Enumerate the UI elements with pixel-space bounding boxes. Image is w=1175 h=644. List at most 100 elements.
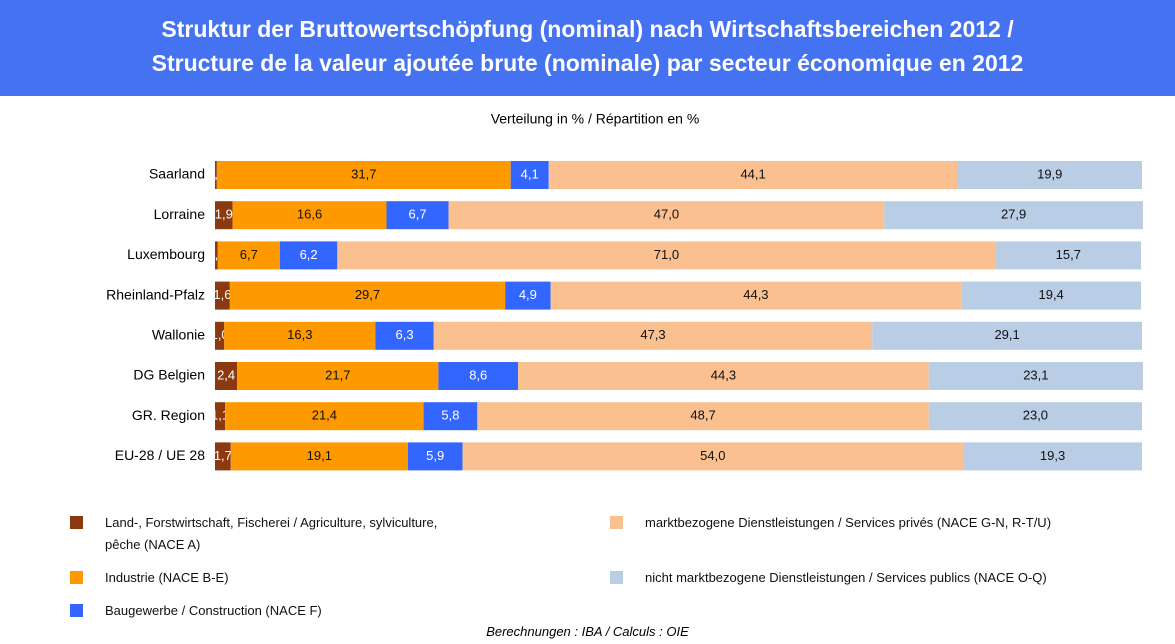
bar-segment (215, 201, 233, 230)
title: Structure de la valeur ajoutée brute (no… (151, 50, 1024, 76)
bar-segment (215, 442, 231, 471)
bar-segment (217, 241, 280, 270)
value-label: 6,3 (396, 327, 414, 342)
value-label: 47,3 (640, 327, 665, 342)
bar-segment (215, 161, 217, 189)
bar-segment (550, 281, 962, 310)
category-label: Rheinland-Pfalz (106, 286, 205, 302)
value-label: 44,3 (711, 367, 736, 382)
category-label: Wallonie (152, 327, 205, 343)
bar-segment (963, 442, 1142, 471)
value-label: 19,3 (1040, 448, 1065, 463)
category-label: GR. Region (132, 407, 205, 423)
value-label: 44,1 (740, 166, 765, 181)
value-label: 47,0 (654, 207, 679, 222)
bar-segment (215, 402, 226, 431)
legend-label: nicht marktbezogene Dienstleistungen / S… (645, 570, 1047, 585)
category-label: EU-28 / UE 28 (115, 447, 205, 463)
value-label: 4,1 (521, 166, 539, 181)
subtitle: Verteilung in % / Répartition en % (491, 111, 700, 127)
bar-segment (477, 402, 929, 431)
value-label: 1,0 (211, 327, 229, 342)
category-label: Lorraine (154, 206, 206, 222)
bar-segment (957, 161, 1142, 189)
bar-segment (386, 201, 449, 230)
bar-segment (462, 442, 964, 471)
bar-segment (505, 281, 551, 310)
bar-segment (215, 241, 218, 270)
value-label: 54,0 (700, 448, 725, 463)
value-label: 21,4 (312, 408, 337, 423)
bar-segment (448, 201, 885, 230)
legend-swatch (70, 516, 83, 529)
bar-segment (407, 442, 463, 471)
bar-segment (215, 321, 225, 350)
value-label: 1,6 (213, 287, 231, 302)
bar-segment (224, 321, 376, 350)
legend-swatch (70, 604, 83, 617)
bar-segment (423, 402, 478, 431)
legend-label: Industrie (NACE B-E) (105, 570, 229, 585)
legend-swatch (610, 571, 623, 584)
value-label: 4,9 (519, 287, 537, 302)
category-label: Saarland (149, 166, 205, 182)
bar-segment (928, 402, 1142, 431)
value-label: 6,7 (409, 207, 427, 222)
bar-segment (375, 321, 434, 350)
value-label: 1,7 (214, 448, 232, 463)
value-label: 8,6 (469, 367, 487, 382)
bar-segment (237, 362, 439, 390)
bar-segment (433, 321, 873, 350)
legend-swatch (70, 571, 83, 584)
value-label: 5,9 (426, 448, 444, 463)
value-label: 44,3 (743, 287, 768, 302)
value-label: 31,7 (351, 166, 376, 181)
value-label: 15,7 (1056, 247, 1081, 262)
value-label: 1,1 (211, 408, 229, 423)
legend-label: Land-, Forstwirtschaft, Fischerei / Agri… (105, 515, 438, 552)
value-label: 23,0 (1023, 408, 1048, 423)
value-label: 27,9 (1001, 207, 1026, 222)
bar-segment (216, 161, 511, 189)
value-label: 6,2 (300, 247, 318, 262)
value-label: 71,0 (654, 247, 679, 262)
value-label: 2,4 (217, 367, 235, 382)
value-label: 19,9 (1037, 166, 1062, 181)
value-label: 48,7 (690, 408, 715, 423)
bar-segment (215, 281, 230, 310)
value-label: 1,9 (215, 207, 233, 222)
bar-segment (961, 281, 1142, 310)
value-label: 19,1 (307, 448, 332, 463)
legend-swatch (610, 516, 623, 529)
bar-segment (510, 161, 549, 189)
category-label: Luxembourg (127, 246, 205, 262)
bar-segment (518, 362, 929, 390)
source: Berechnungen : IBA / Calculs : OIE (486, 624, 689, 639)
bar-segment (438, 362, 519, 390)
bar-segment (232, 201, 387, 230)
category-label: DG Belgien (133, 367, 205, 383)
value-label: 29,1 (994, 327, 1019, 342)
bar-segment (928, 362, 1143, 390)
bar-segment (995, 241, 1142, 270)
value-label: 5,8 (441, 408, 459, 423)
bar-segment (229, 281, 506, 310)
bar-segment (215, 362, 238, 390)
title: Struktur der Bruttowertschöpfung (nomina… (161, 16, 1014, 42)
bar-segment (337, 241, 996, 270)
bar-segment (872, 321, 1142, 350)
bar-segment (279, 241, 338, 270)
legend-label: Baugewerbe / Construction (NACE F) (105, 603, 322, 618)
value-label: 16,3 (287, 327, 312, 342)
bar-segment (225, 402, 424, 431)
value-label: 21,7 (325, 367, 350, 382)
bar-segment (548, 161, 958, 189)
value-label: 23,1 (1023, 367, 1048, 382)
bar-segment (884, 201, 1143, 230)
bar-segment (230, 442, 408, 471)
value-label: 29,7 (355, 287, 380, 302)
value-label: 19,4 (1038, 287, 1063, 302)
legend-label: marktbezogene Dienstleistungen / Service… (645, 515, 1052, 530)
